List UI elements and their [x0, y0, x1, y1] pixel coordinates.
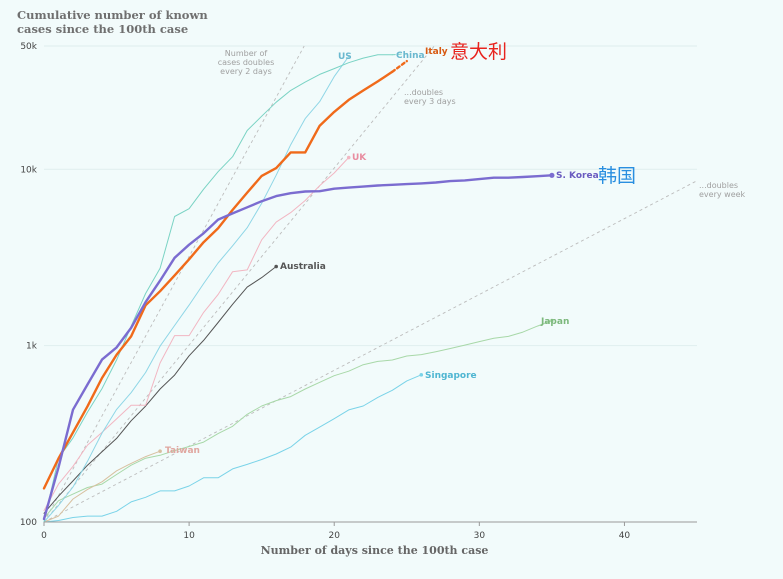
series-label-australia: Australia: [280, 262, 326, 272]
x-tick-label-0: 0: [41, 531, 47, 541]
x-tick-label-10: 10: [183, 531, 195, 541]
series-line-us: [43, 55, 350, 523]
reference-line-2-days: [43, 45, 305, 523]
axis-layer: 100 1k 10k 50k 0 10 20 30 40 Number of days since…: [20, 42, 697, 557]
series-line-uk: [43, 157, 350, 512]
annotation-doubles-2-days-line-1: Number of: [225, 49, 268, 58]
reference-line-7-days: [43, 180, 698, 523]
series-label-singapore: Singapore: [425, 371, 477, 381]
annotation-doubles-3-days-line-1: ...doubles: [404, 88, 443, 97]
annotation-doubles-week-line-1: ...doubles: [699, 181, 738, 190]
series-line-china-dashed: [391, 53, 408, 56]
series-end-marker-japan: [550, 318, 554, 323]
x-tick-label-20: 20: [328, 531, 340, 541]
series-label-italy: Italy: [425, 47, 448, 57]
annotation-doubles-3-days-line-2: every 3 days: [404, 97, 456, 106]
annotation-doubles-week-line-2: every week: [699, 190, 746, 199]
series-line-taiwan: [43, 450, 161, 523]
series-layer: [42, 53, 555, 523]
overlay-label-korea-cn: 韩国: [598, 165, 636, 187]
y-tick-label-10k: 10k: [20, 165, 37, 175]
chart-title-line-2: cases since the 100th case: [17, 22, 189, 36]
x-tick-label-40: 40: [619, 531, 631, 541]
y-tick-label-50k: 50k: [20, 42, 37, 52]
reference-lines: [43, 45, 698, 523]
y-tick-label-100: 100: [20, 518, 37, 528]
x-axis-label: Number of days since the 100th case: [261, 544, 489, 557]
series-line-s-korea: [42, 174, 554, 521]
chart-title-line-1: Cumulative number of known: [17, 8, 208, 22]
series-line-japan: [43, 320, 553, 519]
series-end-marker-taiwan: [158, 449, 162, 454]
series-end-marker-singapore: [419, 373, 424, 377]
series-label-uk: UK: [352, 153, 367, 163]
x-tick-label-30: 30: [474, 531, 486, 541]
series-line-china: [43, 54, 393, 523]
series-line-italy: [42, 70, 394, 490]
series-label-japan: Japan: [540, 317, 569, 327]
series-label-taiwan: Taiwan: [165, 446, 200, 456]
overlay-label-italy-cn: 意大利: [450, 41, 507, 63]
series-label-s-korea: S. Korea: [556, 171, 599, 181]
series-end-marker-australia: [274, 264, 278, 269]
grid-layer: [44, 45, 697, 523]
series-line-italy-dashed: [391, 59, 408, 73]
annotation-doubles-2-days-line-3: every 2 days: [220, 67, 272, 76]
series-end-marker-s-korea: [549, 172, 555, 178]
reference-line-3-days: [43, 45, 435, 523]
series-label-china: China: [396, 51, 425, 61]
series-line-singapore: [43, 374, 422, 523]
series-end-marker-uk: [346, 155, 351, 160]
label-layer: Singapore Japan Taiwan Australia UK US China It…: [165, 41, 746, 456]
annotation-doubles-2-days-line-2: cases doubles: [218, 58, 275, 67]
series-label-us: US: [338, 52, 352, 62]
y-tick-label-1k: 1k: [26, 342, 38, 352]
